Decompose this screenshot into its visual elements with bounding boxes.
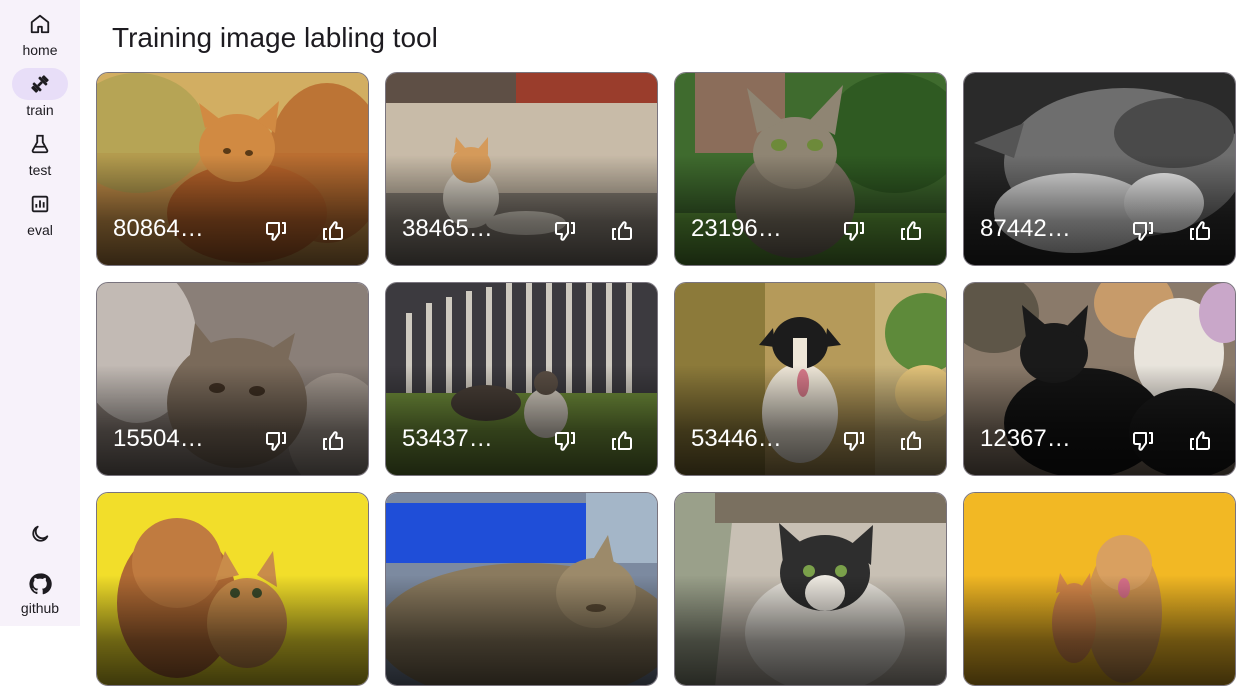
image-card[interactable]: 15504…	[96, 282, 369, 476]
thumbs-up-button[interactable]	[1178, 419, 1222, 463]
nav-pill	[12, 570, 68, 598]
image-card[interactable]: 87442…	[963, 72, 1236, 266]
caption-scrim	[386, 365, 657, 475]
navigation-rail: home train test eval	[0, 0, 80, 626]
nav-item-train[interactable]: train	[0, 68, 80, 118]
thumbs-down-button[interactable]	[832, 209, 876, 253]
moon-icon	[32, 525, 49, 542]
image-grid: 80864… 38465…	[96, 72, 1236, 686]
caption-scrim	[97, 575, 368, 685]
thumbs-down-icon	[1133, 432, 1153, 451]
thumbs-down-button[interactable]	[254, 419, 298, 463]
thumbs-up-button[interactable]	[1178, 209, 1222, 253]
theme-toggle-button[interactable]	[0, 518, 80, 550]
thumbs-down-icon	[555, 432, 575, 451]
github-link[interactable]: github	[0, 570, 80, 616]
thumbs-down-icon	[1133, 222, 1153, 241]
caption-scrim	[964, 365, 1235, 475]
nav-pill	[12, 518, 68, 550]
image-card[interactable]: 12367…	[963, 282, 1236, 476]
nav-label-test: test	[28, 162, 52, 178]
thumbs-up-button[interactable]	[600, 419, 644, 463]
nav-pill-active	[12, 68, 68, 100]
nav-item-test[interactable]: test	[0, 128, 80, 178]
thumbs-up-icon	[1190, 221, 1210, 240]
thumbs-down-icon	[844, 432, 864, 451]
image-id: 87442…	[980, 215, 1071, 242]
caption-scrim	[386, 575, 657, 685]
caption-scrim	[964, 155, 1235, 265]
thumbs-down-button[interactable]	[543, 419, 587, 463]
thumbs-down-icon	[555, 222, 575, 241]
flask-icon	[31, 134, 49, 154]
home-icon	[30, 14, 50, 34]
image-card[interactable]: 53437…	[385, 282, 658, 476]
image-id: 80864…	[113, 215, 204, 242]
image-id: 15504…	[113, 425, 204, 452]
chart-icon	[31, 195, 49, 213]
thumbs-up-button[interactable]	[600, 209, 644, 253]
thumbs-up-button[interactable]	[311, 209, 355, 253]
image-card[interactable]	[674, 492, 947, 686]
caption-scrim	[675, 155, 946, 265]
caption-scrim	[964, 575, 1235, 685]
rail-footer: github	[0, 518, 80, 626]
thumbs-up-icon	[901, 431, 921, 450]
image-card[interactable]	[96, 492, 369, 686]
github-icon	[29, 573, 52, 595]
image-id: 38465…	[402, 215, 493, 242]
caption-scrim	[386, 155, 657, 265]
caption-scrim	[675, 575, 946, 685]
thumbs-up-icon	[612, 221, 632, 240]
thumbs-up-button[interactable]	[889, 209, 933, 253]
image-card[interactable]	[963, 492, 1236, 686]
image-card[interactable]	[385, 492, 658, 686]
thumbs-down-button[interactable]	[832, 419, 876, 463]
nav-label-home: home	[22, 42, 58, 58]
thumbs-up-icon	[612, 431, 632, 450]
image-id: 12367…	[980, 425, 1071, 452]
nav-pill	[12, 128, 68, 160]
thumbs-down-button[interactable]	[1121, 419, 1165, 463]
dumbbell-icon	[31, 75, 49, 93]
image-id: 53446…	[691, 425, 782, 452]
thumbs-up-button[interactable]	[311, 419, 355, 463]
image-card[interactable]: 80864…	[96, 72, 369, 266]
nav-item-home[interactable]: home	[0, 8, 80, 58]
thumbs-up-button[interactable]	[889, 419, 933, 463]
image-card[interactable]: 38465…	[385, 72, 658, 266]
image-id: 23196…	[691, 215, 782, 242]
nav-items: home train test eval	[0, 8, 80, 238]
thumbs-down-button[interactable]	[543, 209, 587, 253]
thumbs-down-icon	[844, 222, 864, 241]
caption-scrim	[675, 365, 946, 475]
nav-pill	[12, 188, 68, 220]
thumbs-down-button[interactable]	[254, 209, 298, 253]
thumbs-down-button[interactable]	[1121, 209, 1165, 253]
caption-scrim	[97, 155, 368, 265]
thumbs-down-icon	[266, 222, 286, 241]
thumbs-up-icon	[323, 431, 343, 450]
github-label: github	[20, 600, 60, 616]
nav-label-train: train	[26, 102, 54, 118]
thumbs-up-icon	[901, 221, 921, 240]
nav-item-eval[interactable]: eval	[0, 188, 80, 238]
image-card[interactable]: 53446…	[674, 282, 947, 476]
page-title: Training image labling tool	[112, 22, 438, 53]
thumbs-up-icon	[323, 221, 343, 240]
image-id: 53437…	[402, 425, 493, 452]
nav-pill	[12, 8, 68, 40]
caption-scrim	[97, 365, 368, 475]
image-card[interactable]: 23196…	[674, 72, 947, 266]
thumbs-down-icon	[266, 432, 286, 451]
nav-label-eval: eval	[27, 222, 53, 238]
thumbs-up-icon	[1190, 431, 1210, 450]
